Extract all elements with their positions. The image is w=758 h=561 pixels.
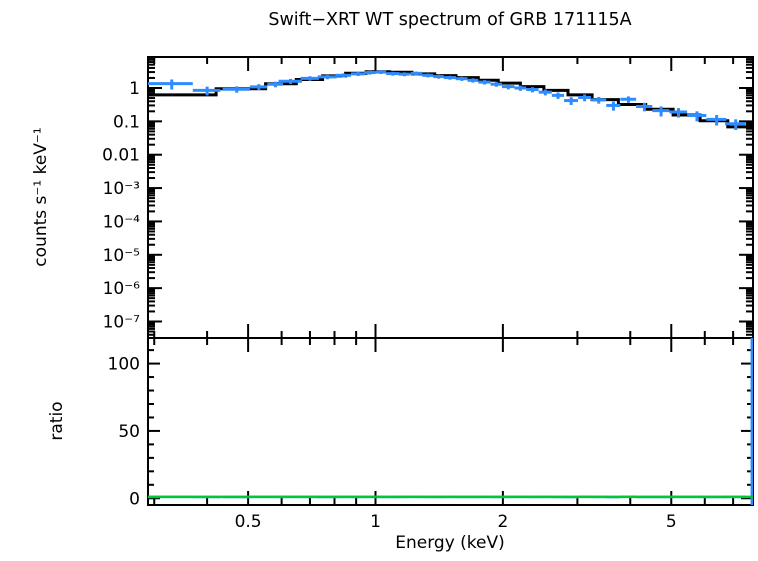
y-tick-label: 0.01 <box>102 146 140 166</box>
y-tick-label: 50 <box>118 422 140 442</box>
y-tick-label: 100 <box>108 355 140 375</box>
ratio-points <box>148 338 754 505</box>
y-axis-title-counts: counts s⁻¹ keV⁻¹ <box>31 127 51 266</box>
y-tick-label: 10⁻⁷ <box>103 312 141 332</box>
axes: 0.5 1 2 5 1 0.1 0.01 10⁻³ 10⁻⁴ 10⁻⁵ 10⁻⁶ 10⁻⁷ 0 50 100 <box>102 56 754 532</box>
y-tick-label: 10⁻⁵ <box>103 246 140 266</box>
y-tick-label: 1 <box>129 79 140 99</box>
y-tick-label: 10⁻³ <box>103 179 140 199</box>
x-tick-label: 0.5 <box>235 512 262 532</box>
data-points <box>148 70 746 131</box>
y-tick-label: 10⁻⁴ <box>103 212 141 232</box>
figure-title: Swift−XRT WT spectrum of GRB 171115A <box>268 10 631 30</box>
y-tick-label: 0.1 <box>113 112 140 132</box>
y-tick-label: 10⁻⁶ <box>103 279 141 299</box>
x-tick-label: 1 <box>370 512 381 532</box>
x-axis-title: Energy (keV) <box>395 533 505 553</box>
x-tick-label: 5 <box>666 512 677 532</box>
y-axis-title-ratio: ratio <box>47 401 67 440</box>
x-tick-label: 2 <box>497 512 508 532</box>
y-tick-label: 0 <box>129 489 140 509</box>
